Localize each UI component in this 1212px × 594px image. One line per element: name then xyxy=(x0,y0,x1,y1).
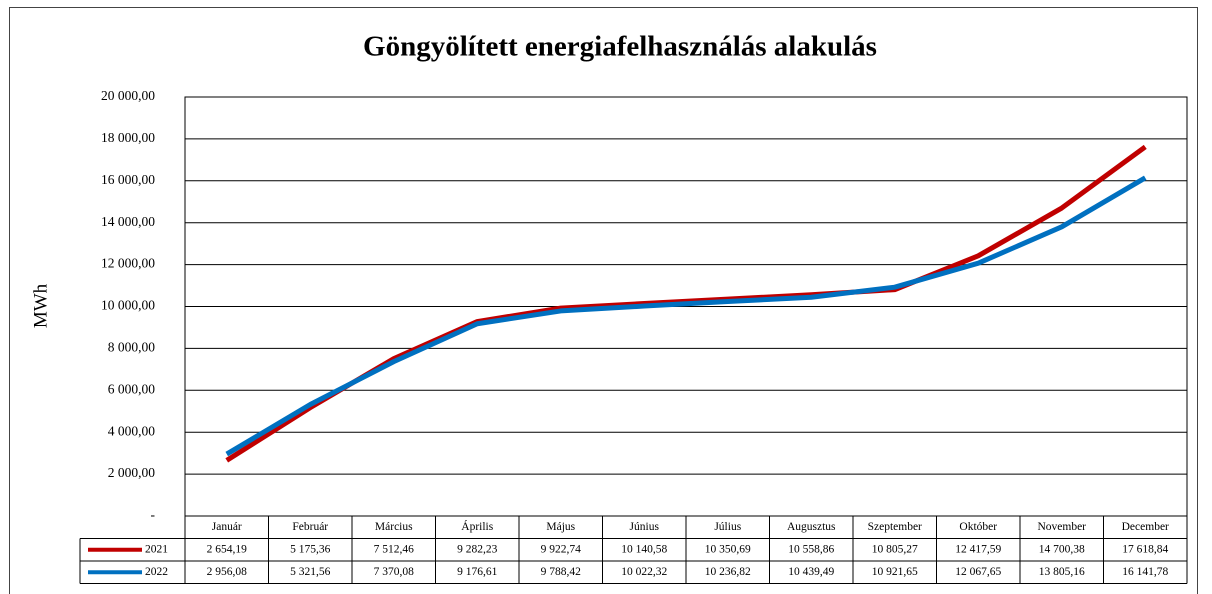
y-tick-label: 20 000,00 xyxy=(101,88,155,103)
y-tick-label: 8 000,00 xyxy=(108,339,156,354)
y-tick-label: - xyxy=(151,507,156,522)
data-table-value: 9 788,42 xyxy=(541,566,582,578)
data-table-value: 17 618,84 xyxy=(1122,543,1168,555)
data-table-value: 2 956,08 xyxy=(207,566,248,578)
y-axis-title: MWh xyxy=(30,283,51,328)
series-line xyxy=(225,175,1147,457)
data-table-value: 9 282,23 xyxy=(457,543,498,555)
data-table-value: 5 175,36 xyxy=(290,543,331,555)
data-table-value: 12 067,65 xyxy=(955,566,1001,578)
data-table-value: 9 922,74 xyxy=(541,543,582,555)
data-table-value: 7 512,46 xyxy=(374,543,415,555)
y-tick-label: 12 000,00 xyxy=(101,256,155,271)
y-tick-label: 2 000,00 xyxy=(108,465,156,480)
x-tick-label: Október xyxy=(959,521,997,533)
x-tick-label: December xyxy=(1122,521,1169,533)
data-table-value: 10 022,32 xyxy=(621,566,667,578)
y-tick-label: 18 000,00 xyxy=(101,130,155,145)
data-table-value: 5 321,56 xyxy=(290,566,331,578)
x-tick-label: Január xyxy=(212,521,242,533)
data-table-value: 7 370,08 xyxy=(374,566,415,578)
x-tick-label: Február xyxy=(292,521,328,533)
legend-label: 2022 xyxy=(145,566,168,578)
chart-title: Göngyölített energiafelhasználás alakulá… xyxy=(363,31,877,63)
data-table-value: 10 921,65 xyxy=(872,566,918,578)
x-tick-label: Augusztus xyxy=(787,521,836,533)
x-tick-label: Szeptember xyxy=(868,521,922,533)
y-tick-label: 16 000,00 xyxy=(101,172,155,187)
data-table-value: 10 140,58 xyxy=(621,543,667,555)
y-tick-label: 10 000,00 xyxy=(101,298,155,313)
y-tick-label: 4 000,00 xyxy=(108,423,156,438)
legend-label: 2021 xyxy=(145,543,168,555)
chart-border xyxy=(9,7,1198,594)
x-tick-label: Május xyxy=(546,521,575,533)
data-table-value: 10 805,27 xyxy=(872,543,918,555)
data-table-value: 10 350,69 xyxy=(705,543,751,555)
x-tick-label: November xyxy=(1037,521,1086,533)
x-tick-label: Július xyxy=(714,521,741,533)
data-table-value: 12 417,59 xyxy=(955,543,1001,555)
y-tick-label: 6 000,00 xyxy=(108,381,156,396)
y-tick-label: 14 000,00 xyxy=(101,214,155,229)
x-tick-label: Június xyxy=(630,521,660,533)
data-table-value: 16 141,78 xyxy=(1122,566,1168,578)
data-table-value: 14 700,38 xyxy=(1039,543,1085,555)
data-table-value: 9 176,61 xyxy=(457,566,498,578)
x-tick-label: Április xyxy=(461,519,493,533)
x-tick-label: Március xyxy=(375,521,413,533)
data-table-value: 10 439,49 xyxy=(788,566,834,578)
data-table-value: 2 654,19 xyxy=(207,543,248,555)
data-table-value: 10 558,86 xyxy=(788,543,834,555)
data-table-value: 13 805,16 xyxy=(1039,566,1085,578)
data-table-value: 10 236,82 xyxy=(705,566,751,578)
